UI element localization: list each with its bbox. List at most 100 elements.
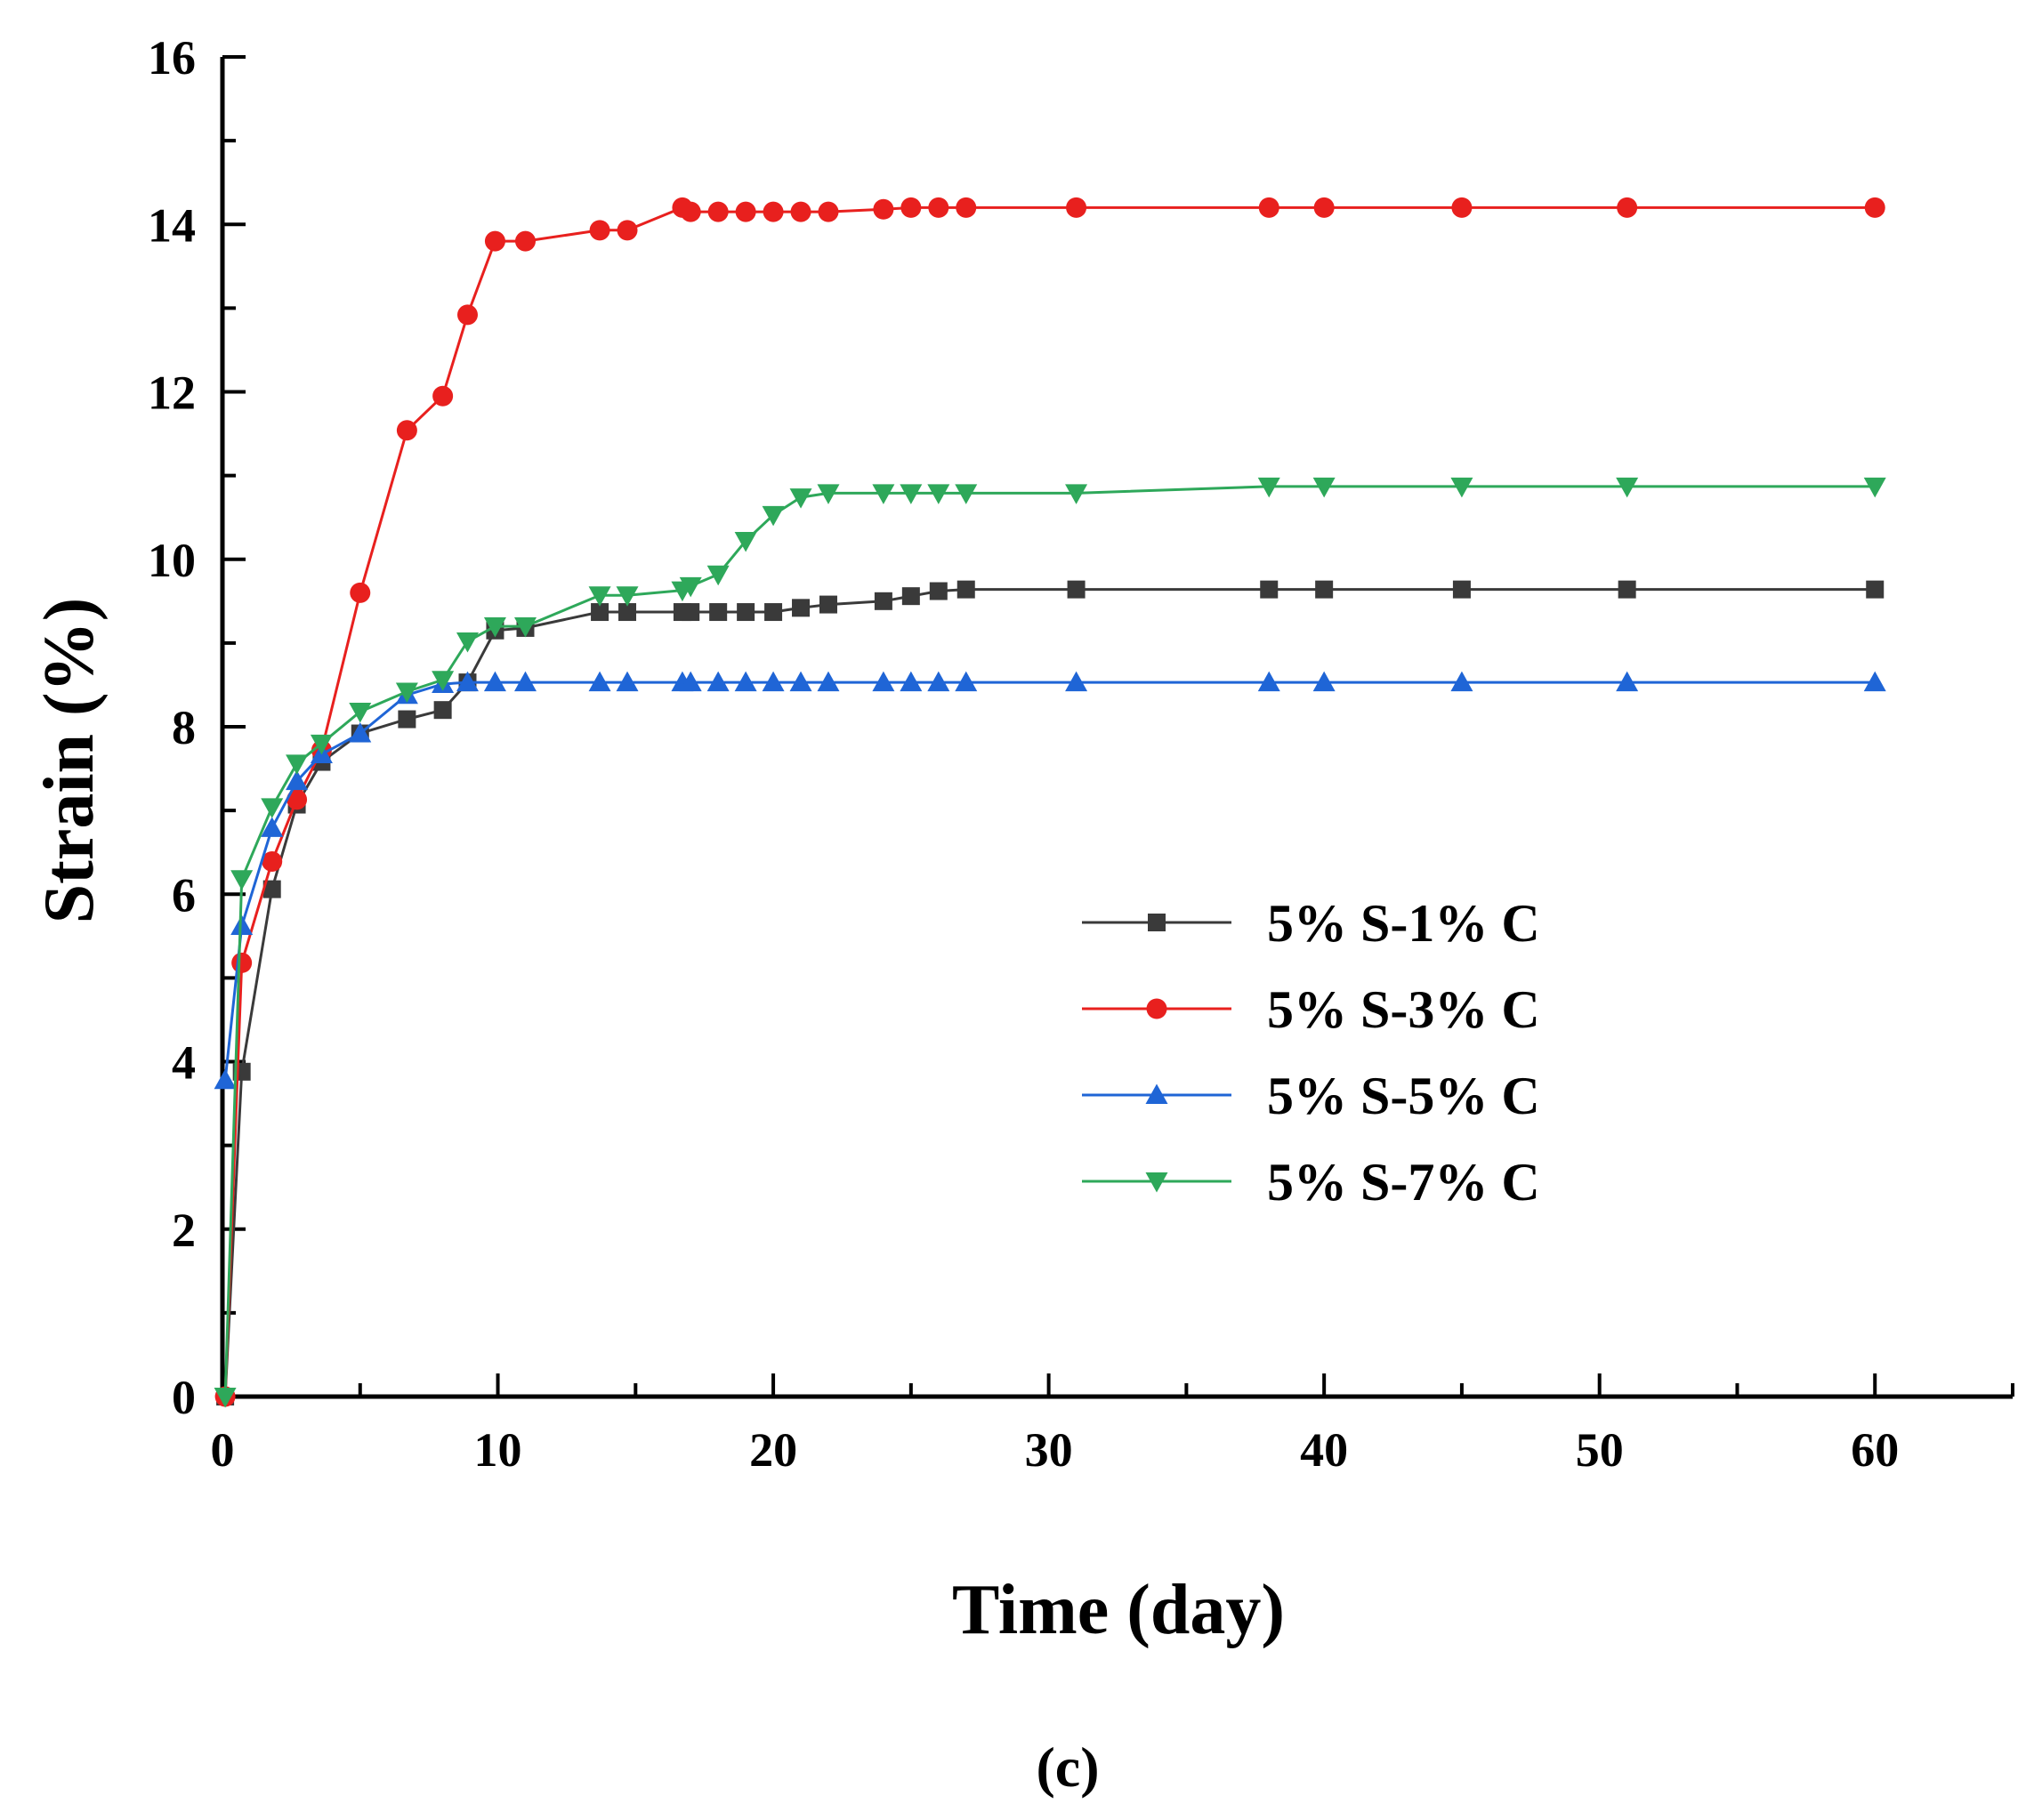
data-point: [261, 817, 284, 837]
data-point: [1617, 197, 1638, 218]
data-point: [1257, 477, 1280, 498]
data-point: [1450, 477, 1473, 498]
data-point: [483, 617, 506, 638]
data-point: [456, 632, 479, 653]
data-point: [706, 565, 730, 586]
data-point: [792, 599, 811, 617]
data-point: [929, 582, 948, 600]
legend-label: 5% S-1% C: [1267, 894, 1540, 953]
data-point: [762, 505, 785, 527]
data-point: [900, 671, 923, 692]
figure-caption: (c): [1036, 1735, 1099, 1799]
data-point: [349, 703, 372, 723]
legend-marker: [1148, 914, 1166, 931]
data-point: [230, 914, 254, 936]
ticks: 0 10 20 30 40 50 60 0 2 4 6 8 10 12 14 16: [148, 31, 2014, 1477]
data-point: [1616, 671, 1639, 692]
legend-label: 5% S-7% C: [1267, 1153, 1540, 1212]
data-point: [589, 220, 610, 241]
data-point: [286, 754, 309, 775]
data-point: [591, 603, 609, 622]
y-axis-title: Strain (%): [30, 598, 109, 924]
legend: 5% S-1% C 5% S-3% C 5% S-5% C 5% S-7% C: [1082, 894, 1540, 1212]
data-point: [262, 880, 281, 898]
data-point: [214, 1068, 237, 1090]
data-point: [483, 671, 506, 692]
data-point: [927, 484, 950, 504]
axes: [220, 57, 2013, 1399]
legend-item: 5% S-5% C: [1082, 1067, 1540, 1125]
data-point: [588, 671, 611, 692]
data-point: [588, 586, 611, 607]
legend-marker: [1145, 1172, 1168, 1193]
y-tick-label: 8: [172, 701, 196, 754]
y-tick-label: 14: [148, 198, 196, 252]
x-tick-label: 30: [1025, 1423, 1073, 1477]
data-point: [872, 484, 895, 504]
data-point: [1312, 477, 1336, 498]
data-point: [433, 701, 452, 720]
data-point: [706, 671, 730, 692]
data-point: [349, 722, 372, 743]
data-point: [818, 201, 839, 222]
data-point: [617, 220, 638, 241]
series-line: [223, 680, 1876, 1081]
data-point: [456, 671, 479, 692]
data-point: [682, 603, 700, 622]
y-tick-label: 10: [148, 534, 196, 587]
data-point: [514, 230, 536, 252]
data-point: [709, 603, 728, 622]
series-3: [214, 671, 1886, 1090]
data-point: [1260, 580, 1279, 599]
data-point: [432, 385, 454, 407]
data-point: [513, 617, 537, 638]
data-point: [1618, 580, 1636, 599]
data-point: [398, 710, 416, 729]
data-point: [707, 201, 729, 222]
x-tick-label: 50: [1576, 1423, 1624, 1477]
legend-marker: [1146, 998, 1167, 1019]
series-line: [223, 485, 1876, 1397]
data-point: [287, 789, 308, 810]
data-point: [1863, 477, 1886, 498]
y-tick-label: 2: [172, 1204, 196, 1257]
data-point: [1067, 580, 1086, 599]
data-point: [679, 671, 702, 692]
series-line: [223, 588, 1876, 1397]
y-tick-label: 6: [172, 868, 196, 922]
data-point: [955, 484, 978, 504]
data-point: [231, 952, 253, 973]
data-point: [927, 671, 950, 692]
data-point: [262, 851, 283, 873]
data-point: [790, 201, 811, 222]
data-point: [874, 592, 892, 610]
data-point: [900, 197, 922, 218]
legend-item: 5% S-1% C: [1082, 894, 1540, 953]
data-point: [616, 586, 639, 607]
data-point: [789, 671, 812, 692]
legend-label: 5% S-3% C: [1267, 980, 1540, 1039]
legend-item: 5% S-3% C: [1082, 980, 1540, 1039]
data-point: [1066, 197, 1087, 218]
y-tick-label: 16: [148, 31, 196, 85]
data-point: [484, 230, 505, 252]
data-point: [956, 580, 975, 599]
data-point: [901, 587, 920, 606]
data-point: [1616, 477, 1639, 498]
series-4: [214, 477, 1886, 1408]
y-tick-label: 4: [172, 1036, 196, 1090]
data-point: [817, 671, 840, 692]
data-point: [1452, 580, 1471, 599]
series-2: [214, 197, 1885, 1407]
data-point: [350, 582, 371, 603]
data-point: [680, 201, 701, 222]
data-point: [286, 769, 309, 791]
data-point: [1258, 197, 1279, 218]
legend-label: 5% S-5% C: [1267, 1067, 1540, 1125]
data-point: [1450, 671, 1473, 692]
y-tick-label: 0: [172, 1371, 196, 1424]
data-point: [214, 1388, 237, 1408]
data-point: [456, 304, 478, 326]
data-point: [817, 484, 840, 504]
